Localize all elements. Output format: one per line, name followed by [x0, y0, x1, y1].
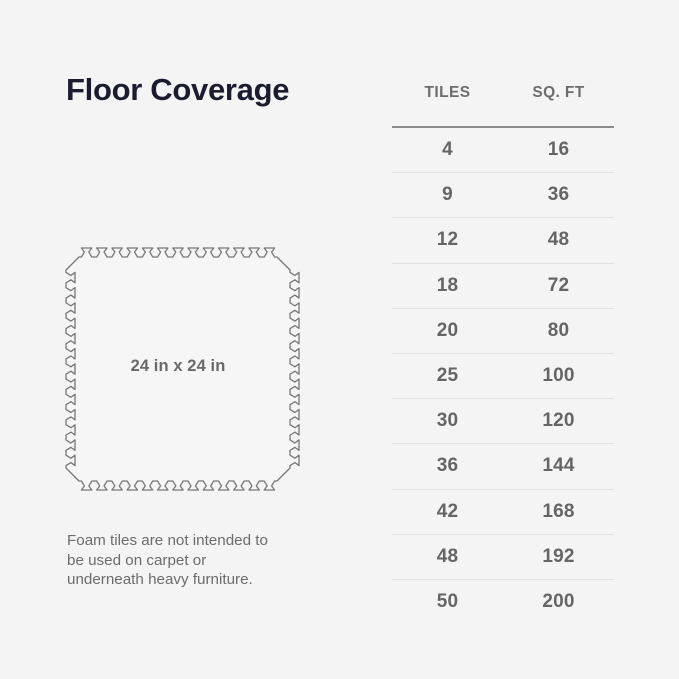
table-body: 4 16 9 36 12 48 18 72 20 80 25 100 30 120 36 144 42 168 48…	[392, 128, 614, 625]
cell-tiles: 48	[436, 545, 459, 567]
table-row: 42 168	[392, 490, 614, 535]
header-divider	[392, 126, 614, 128]
interlocking-foam-tile-icon	[65, 247, 300, 491]
table-row: 30 120	[392, 399, 614, 445]
cell-tiles: 50	[436, 591, 459, 613]
column-header-sqft: SQ. FT	[532, 84, 585, 101]
table-row: 4 16	[392, 128, 614, 174]
cell-sqft: 168	[542, 500, 575, 522]
cell-tiles: 42	[436, 500, 459, 522]
cell-tiles: 18	[436, 274, 459, 296]
cell-sqft: 80	[547, 319, 570, 341]
footnote-text: Foam tiles are not intended to be used o…	[67, 532, 268, 588]
cell-tiles: 9	[442, 184, 453, 206]
table-row: 50 200	[392, 580, 614, 625]
cell-sqft: 192	[542, 545, 575, 567]
cell-sqft: 36	[547, 184, 570, 206]
cell-sqft: 16	[547, 139, 570, 161]
cell-tiles: 30	[436, 410, 459, 432]
cell-tiles: 12	[436, 229, 459, 251]
cell-sqft: 72	[547, 274, 570, 296]
table-row: 25 100	[392, 354, 614, 400]
foam-tile-illustration	[52, 243, 304, 495]
cell-sqft: 48	[547, 229, 570, 251]
table-row: 36 144	[392, 444, 614, 490]
cell-tiles: 4	[442, 139, 453, 161]
left-panel: Floor Coverage 24 in x 24 in Foam tiles …	[52, 72, 304, 588]
cell-tiles: 36	[436, 455, 459, 477]
page-title: Floor Coverage	[66, 72, 290, 107]
tile-size-label: 24 in x 24 in	[130, 357, 226, 375]
table-row: 18 72	[392, 264, 614, 309]
column-header-tiles: TILES	[424, 84, 471, 101]
cell-sqft: 144	[542, 455, 575, 477]
cell-sqft: 100	[542, 365, 575, 387]
table-row: 20 80	[392, 309, 614, 354]
cell-tiles: 20	[436, 319, 459, 341]
cell-sqft: 200	[542, 591, 575, 613]
table-row: 48 192	[392, 535, 614, 580]
table-header-row: TILES SQ. FT	[392, 60, 614, 126]
coverage-table: TILES SQ. FT 4 16 9 36 12 48 18 72 20 80 25 100 30 12…	[392, 60, 614, 625]
cell-sqft: 120	[542, 410, 575, 432]
cell-tiles: 25	[436, 365, 459, 387]
table-row: 12 48	[392, 218, 614, 264]
table-row: 9 36	[392, 173, 614, 219]
